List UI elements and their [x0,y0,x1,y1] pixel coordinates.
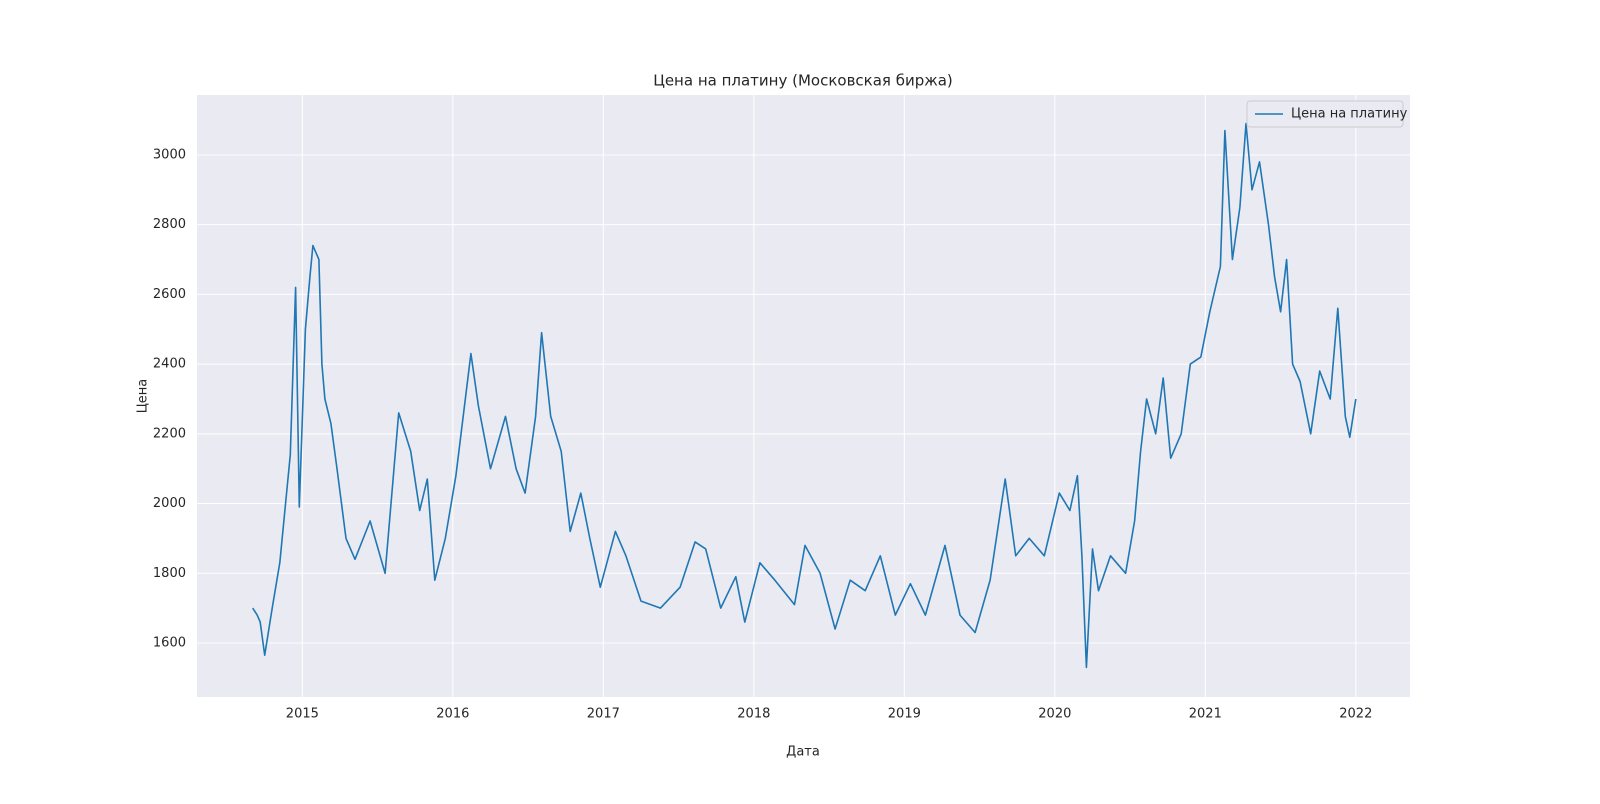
x-tick-label: 2017 [587,707,620,722]
y-tick-label: 3000 [153,147,186,162]
y-tick-label: 2000 [153,496,186,511]
x-axis-label: Дата [786,745,820,760]
y-tick-label: 2800 [153,217,186,232]
x-tick-label: 2020 [1038,707,1071,722]
y-tick-label: 1800 [153,566,186,581]
y-axis-label: Цена [136,379,151,414]
legend-box [1246,100,1404,128]
line [252,122,1357,669]
x-tick-label: 2019 [888,707,921,722]
plot-area [197,95,1410,697]
y-tick-label: 2400 [153,357,186,372]
legend-label: Цена на платину [1291,107,1408,122]
x-tick-label: 2021 [1189,707,1222,722]
x-tick-label: 2018 [737,707,770,722]
y-tick-label: 2600 [153,287,186,302]
x-tick-label: 2015 [286,707,319,722]
x-tick-label: 2022 [1339,707,1372,722]
y-tick-label: 1600 [153,635,186,650]
chart-title: Цена на платину (Московская биржа) [653,72,953,90]
y-tick-label: 2200 [153,426,186,441]
x-tick-label: 2016 [436,707,469,722]
